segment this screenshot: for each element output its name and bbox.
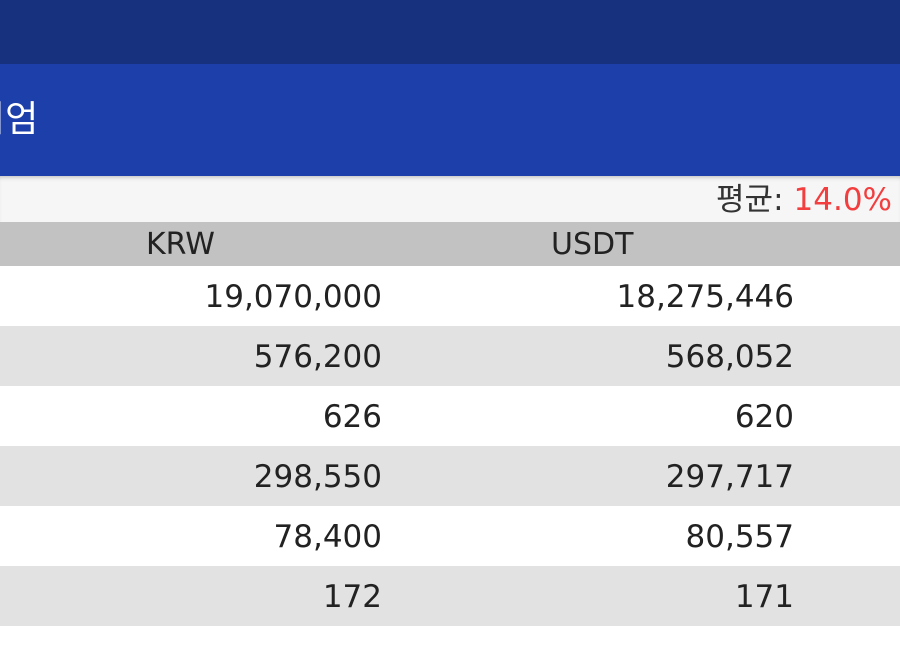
table-header: KRW USDT <box>0 222 900 266</box>
status-bar <box>0 0 900 64</box>
usdt-price: 171 <box>734 579 794 615</box>
usdt-price: 80,557 <box>685 519 794 555</box>
column-header-usdt[interactable]: USDT <box>551 227 634 262</box>
average-label: 평균: <box>716 182 784 218</box>
table-row[interactable]: 626 620 <box>0 386 900 446</box>
app-bar: 미엄 <box>0 64 900 176</box>
krw-price: 576,200 <box>253 339 382 375</box>
average-bar: 평균: 14.0% <box>0 176 900 222</box>
krw-price: 78,400 <box>273 519 382 555</box>
table-row[interactable]: 78,400 80,557 <box>0 506 900 566</box>
usdt-price: 620 <box>734 399 794 435</box>
table-row[interactable]: 19,070,000 18,275,446 <box>0 266 900 326</box>
table-row[interactable]: 172 171 <box>0 566 900 626</box>
krw-price: 19,070,000 <box>204 279 383 315</box>
table-row[interactable]: 576,200 568,052 <box>0 326 900 386</box>
usdt-price: 568,052 <box>665 339 794 375</box>
app-title: 미엄 <box>0 99 39 140</box>
column-header-krw[interactable]: KRW <box>146 227 215 262</box>
krw-price: 172 <box>322 579 382 615</box>
krw-price: 298,550 <box>253 459 382 495</box>
price-table: 19,070,000 18,275,446 576,200 568,052 62… <box>0 266 900 626</box>
average-summary: 평균: 14.0% <box>716 180 892 220</box>
table-row[interactable]: 298,550 297,717 <box>0 446 900 506</box>
usdt-price: 18,275,446 <box>616 279 795 315</box>
usdt-price: 297,717 <box>665 459 794 495</box>
average-value: 14.0% <box>793 182 892 218</box>
krw-price: 626 <box>322 399 382 435</box>
